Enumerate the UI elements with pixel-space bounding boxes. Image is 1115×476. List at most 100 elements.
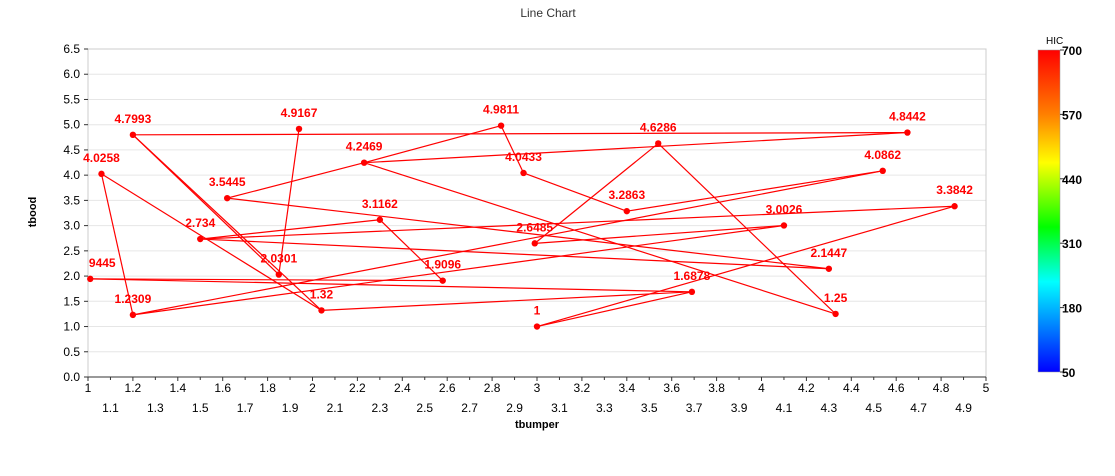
x-minor-tick-label: 3.1 bbox=[551, 401, 568, 415]
x-minor-tick-label: 1.3 bbox=[147, 401, 164, 415]
x-tick-label: 3.4 bbox=[618, 381, 635, 395]
data-label: 2.6485 bbox=[516, 220, 553, 234]
series-segment bbox=[536, 291, 693, 328]
y-tick-label: 4.0 bbox=[63, 168, 80, 182]
x-tick-label: 1.8 bbox=[259, 381, 276, 395]
series-segment bbox=[227, 197, 829, 270]
data-label: 2.1447 bbox=[810, 246, 847, 260]
data-point bbox=[376, 216, 384, 223]
data-label: 4.0862 bbox=[864, 148, 901, 162]
data-label: 4.6286 bbox=[640, 120, 677, 134]
x-tick-label: 3 bbox=[534, 381, 541, 395]
series-segment bbox=[523, 172, 628, 212]
y-tick-label: 5.5 bbox=[63, 92, 80, 106]
x-tick-label: 4 bbox=[758, 381, 765, 395]
data-point bbox=[197, 235, 204, 243]
y-tick-label: 6.0 bbox=[63, 67, 80, 81]
x-tick-label: 2.4 bbox=[394, 381, 411, 395]
colorbar-tick-label: 50 bbox=[1062, 366, 1076, 380]
data-point bbox=[129, 311, 137, 319]
data-point bbox=[275, 271, 283, 278]
x-tick-label: 1 bbox=[85, 381, 92, 395]
y-axis-label: tbood bbox=[27, 197, 39, 228]
x-minor-tick-label: 2.3 bbox=[372, 401, 389, 415]
series-segment bbox=[200, 238, 829, 270]
x-minor-tick-label: 4.7 bbox=[910, 401, 927, 415]
y-tick-label: 2.0 bbox=[63, 269, 80, 283]
y-tick-label: 3.5 bbox=[63, 193, 80, 207]
series-segment bbox=[626, 170, 883, 212]
data-label: 3.1162 bbox=[362, 197, 398, 211]
series-segment bbox=[379, 219, 444, 282]
data-point bbox=[655, 140, 662, 147]
x-minor-tick-label: 2.5 bbox=[416, 401, 433, 415]
series-segment bbox=[534, 142, 659, 244]
x-tick-label: 2.6 bbox=[439, 381, 456, 395]
x-axis-label: tbumper bbox=[515, 419, 560, 431]
y-tick-label: 0.0 bbox=[63, 370, 80, 384]
colorbar-gradient bbox=[1037, 49, 1061, 373]
series-segment bbox=[278, 128, 300, 275]
x-tick-label: 3.8 bbox=[708, 381, 725, 395]
x-tick-label: 1.4 bbox=[169, 381, 186, 395]
x-minor-tick-label: 4.5 bbox=[865, 401, 882, 415]
data-point bbox=[439, 277, 446, 284]
x-minor-tick-label: 4.1 bbox=[776, 401, 793, 415]
data-point bbox=[951, 203, 958, 210]
x-minor-tick-label: 1.1 bbox=[102, 401, 119, 415]
data-label: 1.25 bbox=[824, 291, 848, 305]
data-label: 1 bbox=[534, 304, 541, 318]
series-segment bbox=[534, 224, 784, 244]
series-segment bbox=[101, 173, 322, 311]
data-point bbox=[520, 169, 527, 177]
series-segment bbox=[90, 278, 692, 293]
x-minor-tick-label: 3.3 bbox=[596, 401, 613, 415]
chart-title: Line Chart bbox=[520, 6, 576, 20]
colorbar-tick-label: 180 bbox=[1062, 302, 1082, 316]
x-tick-label: 3.2 bbox=[574, 381, 591, 395]
data-point bbox=[780, 222, 788, 229]
data-label: 4.8442 bbox=[889, 110, 926, 124]
x-minor-tick-label: 2.9 bbox=[506, 401, 523, 415]
x-minor-tick-label: 4.3 bbox=[821, 401, 838, 415]
x-minor-tick-label: 2.7 bbox=[461, 401, 478, 415]
y-tick-label: 5.0 bbox=[63, 118, 80, 132]
x-tick-label: 5 bbox=[983, 381, 990, 395]
colorbar-tick-label: 310 bbox=[1062, 237, 1082, 251]
x-tick-label: 2.2 bbox=[349, 381, 366, 395]
data-label: 4.7993 bbox=[115, 112, 152, 126]
x-tick-label: 4.2 bbox=[798, 381, 815, 395]
data-point bbox=[904, 129, 911, 136]
series-line bbox=[90, 125, 955, 328]
data-label: 4.0433 bbox=[505, 150, 542, 164]
data-label: 1.9096 bbox=[424, 258, 461, 272]
data-point bbox=[623, 207, 630, 215]
data-labels: 9445 4.0258 1.2309 4.7993 2.734 3.5445 2.0301 4… bbox=[83, 103, 973, 318]
y-tick-label: 6.5 bbox=[63, 42, 80, 56]
data-point bbox=[360, 159, 368, 166]
colorbar-tick-label: 700 bbox=[1062, 44, 1082, 58]
series-segment bbox=[536, 205, 955, 328]
x-minor-tick-label: 1.9 bbox=[282, 401, 299, 415]
data-label: 3.5445 bbox=[209, 175, 246, 189]
x-minor-tick-label: 3.9 bbox=[731, 401, 748, 415]
series-points bbox=[87, 122, 958, 330]
y-tick-label: 1.0 bbox=[63, 320, 80, 334]
data-label: 2.0301 bbox=[260, 252, 297, 266]
colorbar: HIC 700 570 440 310 180 50 bbox=[1037, 36, 1082, 380]
colorbar-title: HIC bbox=[1046, 36, 1063, 47]
y-tick-label: 1.5 bbox=[63, 294, 80, 308]
data-label: 4.9167 bbox=[281, 106, 318, 120]
series-segment bbox=[132, 224, 785, 316]
x-tick-label: 3.6 bbox=[663, 381, 680, 395]
data-label: 9445 bbox=[89, 256, 116, 270]
data-point bbox=[129, 131, 137, 139]
data-point bbox=[879, 167, 886, 175]
x-minor-tick-label: 2.1 bbox=[327, 401, 344, 415]
data-point bbox=[832, 310, 839, 318]
data-point bbox=[318, 307, 325, 314]
data-point bbox=[497, 122, 505, 129]
x-tick-label: 4.8 bbox=[933, 381, 950, 395]
series-segment bbox=[132, 170, 883, 316]
